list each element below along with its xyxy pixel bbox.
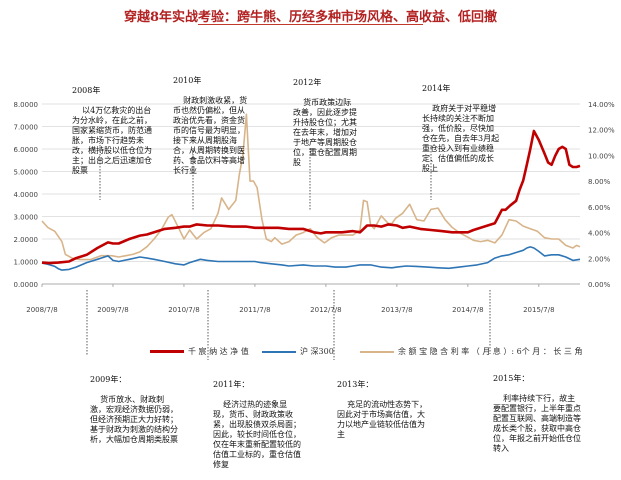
note-text: 利率持续下行，故主要配置银行，上半年重点配置互联网、高端制造等成长类个股，获取中… bbox=[493, 394, 581, 453]
legend-item-nav: 千 宸 纳 达 净 值 bbox=[150, 346, 249, 357]
y-right-tick-label: 8.00% bbox=[588, 178, 611, 186]
note-2012: 2012年 货币政策边际改善，因此逐步提升持股仓位；尤其在去年末，增加对于地产等… bbox=[293, 58, 357, 178]
legend-label: 沪 深300 bbox=[300, 347, 334, 356]
y-left-tick-label: 3.0000 bbox=[14, 214, 39, 222]
y-left-tick-label: 5.0000 bbox=[14, 169, 39, 177]
legend-swatch bbox=[360, 350, 394, 353]
note-2010: 2010年 财政刺激收紧，货币也然仍偏松，但从政治优先看，资金货币的信号最为明显… bbox=[173, 56, 248, 186]
note-text: 政府关于对平稳增长持续的关注不断加强，低价股，尽快加仓在先，自去年3月起重仓投入… bbox=[422, 104, 500, 173]
y-right-tick-label: 10.00% bbox=[588, 152, 615, 160]
note-year: 2008年 bbox=[72, 86, 101, 95]
note-2009: 2009年： 货币放水、财政刺激，宏观经济数据仍弱，但经济预期正大力好转；基于财… bbox=[90, 355, 178, 455]
legend-swatch bbox=[262, 350, 296, 353]
note-text: 以4万亿救灾的出台为分水岭，在此之前，国家紧缩货币，防范通胀，市场下行趋势未改，… bbox=[72, 106, 152, 175]
x-tick-label: 2015/7/8 bbox=[523, 306, 554, 314]
y-right-tick-label: 6.00% bbox=[588, 204, 611, 212]
series-line-0 bbox=[41, 129, 581, 265]
note-2008: 2008年 以4万亿救灾的出台为分水岭，在此之前，国家紧缩货币，防范通胀，市场下… bbox=[72, 66, 152, 186]
note-2015: 2015年： 利率持续下行，故主要配置银行，上半年重点配置互联网、高端制造等成长… bbox=[493, 354, 581, 464]
y-right-tick-label: 0.00% bbox=[588, 281, 611, 289]
note-2014: 2014年 政府关于对平稳增长持续的关注不断加强，低价股，尽快加仓在先，自去年3… bbox=[422, 64, 500, 184]
legend-item-yuebao-rate: 余 额 宝 隐 含 利 率 （ 月 息 ）: 6个 月 ： 长 三 角 bbox=[360, 346, 582, 357]
y-left-tick-label: 2.0000 bbox=[14, 236, 39, 244]
y-left-tick-label: 1.0000 bbox=[14, 259, 39, 267]
note-year: 2009年： bbox=[90, 375, 127, 384]
y-left-tick-label: 7.0000 bbox=[14, 124, 39, 132]
note-2011: 2011年： 经济过热的迹象显现，货币、财政政策收紧，出现股债双杀局面；因此，较… bbox=[213, 360, 301, 480]
legend-label: 千 宸 纳 达 净 值 bbox=[188, 347, 249, 356]
note-year: 2011年： bbox=[213, 380, 250, 389]
note-text: 财政刺激收紧，货币也然仍偏松，但从政治优先看，资金货币的信号最为明显，接下来从周… bbox=[173, 96, 248, 175]
y-right-tick-label: 12.00% bbox=[588, 127, 615, 135]
x-tick-label: 2012/7/8 bbox=[310, 306, 341, 314]
note-year: 2014年 bbox=[422, 84, 451, 93]
x-tick-label: 2011/7/8 bbox=[239, 306, 270, 314]
y-left-tick-label: 0.0000 bbox=[14, 281, 39, 289]
x-tick-label: 2008/7/8 bbox=[26, 306, 57, 314]
y-left-tick-label: 8.0000 bbox=[14, 101, 39, 109]
note-year: 2010年 bbox=[173, 76, 202, 85]
note-year: 2013年： bbox=[337, 380, 374, 389]
note-text: 货币政策边际改善，因此逐步提升持股仓位；尤其在去年末，增加对于地产等周期股仓位，… bbox=[293, 98, 357, 167]
y-right-tick-label: 2.00% bbox=[588, 255, 611, 263]
x-tick-label: 2009/7/8 bbox=[97, 306, 128, 314]
y-axis-right-ticks: 0.00% 2.00% 4.00% 6.00% 8.00% 10.00% 12.00% 14.… bbox=[588, 101, 615, 289]
x-tick-label: 2014/7/8 bbox=[452, 306, 483, 314]
y-left-tick-label: 6.0000 bbox=[14, 146, 39, 154]
chart-title: 穿越8年实战考验：跨牛熊、历经多种市场风格、高收益、低回撤 bbox=[123, 10, 498, 25]
note-year: 2015年： bbox=[493, 374, 530, 383]
y-right-tick-label: 14.00% bbox=[588, 101, 615, 109]
note-text: 货币放水、财政刺激，宏观经济数据仍弱，但经济预期正大力好转；基于财政为刺激的结构… bbox=[90, 395, 178, 444]
y-right-tick-label: 4.00% bbox=[588, 230, 611, 238]
series-lines bbox=[41, 113, 581, 271]
x-axis-ticks: 2008/7/8 2009/7/8 2010/7/8 2011/7/8 2012/7/8… bbox=[26, 306, 554, 314]
legend-swatch bbox=[150, 350, 184, 353]
legend: 千 宸 纳 达 净 值 沪 深300 余 额 宝 隐 含 利 率 （ 月 息 ）… bbox=[150, 346, 620, 358]
title-underline bbox=[198, 24, 423, 25]
x-tick-label: 2013/7/8 bbox=[381, 306, 412, 314]
line-chart: 0.0000 1.0000 2.0000 3.0000 4.0000 5.0000 6.00… bbox=[14, 101, 615, 360]
gridlines bbox=[41, 103, 580, 360]
note-text: 充足的流动性态势下，因此对于市场高估值，大力以地产业链较低估值为主 bbox=[337, 400, 428, 439]
note-year: 2012年 bbox=[293, 78, 322, 87]
series-line-1 bbox=[41, 246, 581, 271]
note-text: 经济过热的迹象显现，货币、财政政策收紧，出现股债双杀局面；因此，较长时间低仓位，… bbox=[213, 400, 301, 469]
y-axis-left-ticks: 0.0000 1.0000 2.0000 3.0000 4.0000 5.0000 6.00… bbox=[14, 101, 39, 289]
legend-item-hs300: 沪 深300 bbox=[262, 346, 334, 357]
figure: 穿越8年实战考验：跨牛熊、历经多种市场风格、高收益、低回撤 0.0000 1.00… bbox=[14, 10, 620, 469]
legend-label: 余 额 宝 隐 含 利 率 （ 月 息 ）: 6个 月 ： 长 三 角 bbox=[398, 347, 583, 356]
note-2013: 2013年： 充足的流动性态势下，因此对于市场高估值，大力以地产业链较低估值为主 bbox=[337, 360, 429, 450]
y-left-tick-label: 4.0000 bbox=[14, 191, 39, 199]
x-tick-label: 2010/7/8 bbox=[168, 306, 199, 314]
